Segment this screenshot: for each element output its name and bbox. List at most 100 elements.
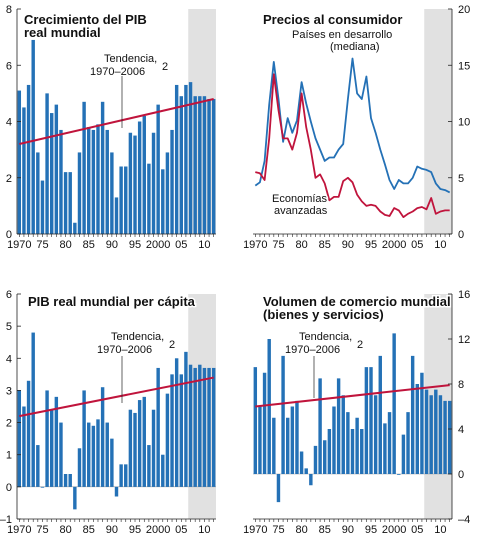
bar-1992	[355, 417, 359, 474]
bar-1987	[96, 124, 100, 234]
x-tick-label: 95	[129, 239, 141, 251]
x-tick-label: 2000	[146, 524, 170, 533]
bar-2004	[174, 84, 179, 234]
y-tick-label: 10	[458, 117, 470, 129]
bar-1995	[133, 412, 137, 487]
chart-panel-gdppc: –1 0 1 2 3 4 5 6 1970 75 80 85 90 95 2000 05 10 PIB real …	[0, 289, 216, 533]
x-tick-label: 90	[342, 524, 354, 533]
bar-2007	[188, 82, 193, 234]
y-tick-label: 3	[6, 385, 12, 397]
bar-1989	[105, 422, 109, 487]
bar-1993	[124, 166, 128, 234]
bar-1979	[59, 422, 63, 487]
trend-label: 1970–2006	[97, 344, 152, 356]
x-tick-label: 90	[106, 239, 118, 251]
x-tick-label: 1970	[243, 524, 267, 533]
bar-2005	[415, 384, 420, 474]
x-tick-label: 10	[434, 524, 446, 533]
y-tick-label: 5	[6, 321, 12, 333]
bar-2000	[392, 333, 396, 474]
trend-line	[19, 376, 214, 418]
x-tick-label: 85	[83, 524, 95, 533]
bar-1994	[128, 132, 133, 234]
bar-1979	[59, 129, 63, 234]
chart-title: Crecimiento del PIB	[24, 12, 147, 27]
x-tick-label: 95	[365, 524, 377, 533]
bar-1988	[336, 378, 341, 474]
x-tick-label: 80	[59, 524, 71, 533]
bar-1976	[45, 93, 49, 234]
bar-1997	[378, 355, 382, 474]
bar-1996	[373, 395, 378, 474]
y-tick-label: 0	[6, 229, 12, 241]
bar-2001	[397, 474, 401, 475]
series-label: (mediana)	[330, 41, 380, 53]
x-tick-label: 85	[319, 239, 331, 251]
y-tick-label: 6	[6, 60, 12, 72]
bar-2007	[188, 364, 193, 487]
bar-2007	[424, 389, 429, 474]
y-tick-label: 6	[6, 289, 12, 301]
bar-2012	[211, 99, 216, 234]
bar-2010	[202, 96, 207, 234]
chart-title: Volumen de comercio mundial	[263, 294, 451, 309]
bar-2012	[211, 367, 216, 487]
bar-1974	[36, 445, 40, 487]
bar-1985	[87, 422, 91, 487]
bar-1982	[309, 474, 313, 486]
bar-1982	[73, 486, 77, 510]
x-tick-label: 1970	[7, 524, 31, 533]
bar-1975	[40, 180, 45, 234]
bar-1971	[22, 107, 26, 234]
x-tick-label: 05	[175, 524, 187, 533]
bar-1999	[387, 412, 392, 474]
bar-1986	[91, 129, 96, 234]
bar-1973	[31, 332, 35, 487]
bar-1987	[96, 419, 100, 487]
projection-shade	[424, 294, 452, 519]
x-tick-label: 10	[198, 524, 210, 533]
bar-1998	[147, 445, 151, 487]
bar-1996	[137, 400, 142, 487]
bar-2000	[156, 104, 160, 234]
bar-1973	[267, 339, 271, 474]
bar-2011	[443, 400, 447, 474]
y-tick-label: 8	[458, 379, 464, 391]
bar-1986	[91, 425, 96, 487]
bar-1990	[346, 412, 350, 474]
bar-2005	[179, 374, 184, 487]
chart-panel-trade: –4 0 4 8 12 16 1970 75 80 85 90 95 2000 05 10 Volumen d…	[243, 289, 470, 533]
x-tick-label: 1970	[7, 239, 31, 251]
series-label: Economías	[272, 193, 328, 205]
bar-2006	[184, 351, 188, 487]
trend-line	[255, 384, 450, 408]
series-line-0	[254, 57, 451, 194]
chart-title: real mundial	[24, 25, 101, 40]
bar-2009	[434, 389, 438, 474]
bar-1970	[253, 367, 258, 474]
trend-label: 1970–2006	[285, 344, 340, 356]
trend-label: Tendencia,	[111, 331, 164, 343]
x-tick-label: 90	[106, 524, 118, 533]
y-tick-label: 1	[6, 450, 12, 462]
y-tick-label: 4	[458, 424, 464, 436]
y-tick-label: 0	[458, 469, 464, 481]
bar-1971	[22, 406, 26, 487]
bar-1990	[110, 438, 114, 487]
bar-1973	[31, 39, 35, 234]
bar-1976	[281, 355, 285, 474]
x-tick-label: 2000	[382, 524, 406, 533]
x-tick-label: 80	[59, 239, 71, 251]
bar-1981	[68, 172, 72, 234]
bar-1980	[63, 474, 68, 487]
chart-title: Precios al consumidor	[263, 12, 402, 27]
trend-label: Tendencia,	[299, 331, 352, 343]
chart-title: (bienes y servicios)	[263, 307, 384, 322]
bar-1983	[77, 152, 82, 234]
trend-label: 1970–2006	[90, 66, 145, 78]
bar-1972	[26, 84, 31, 234]
bar-1980	[63, 172, 68, 234]
bar-1994	[128, 409, 133, 487]
